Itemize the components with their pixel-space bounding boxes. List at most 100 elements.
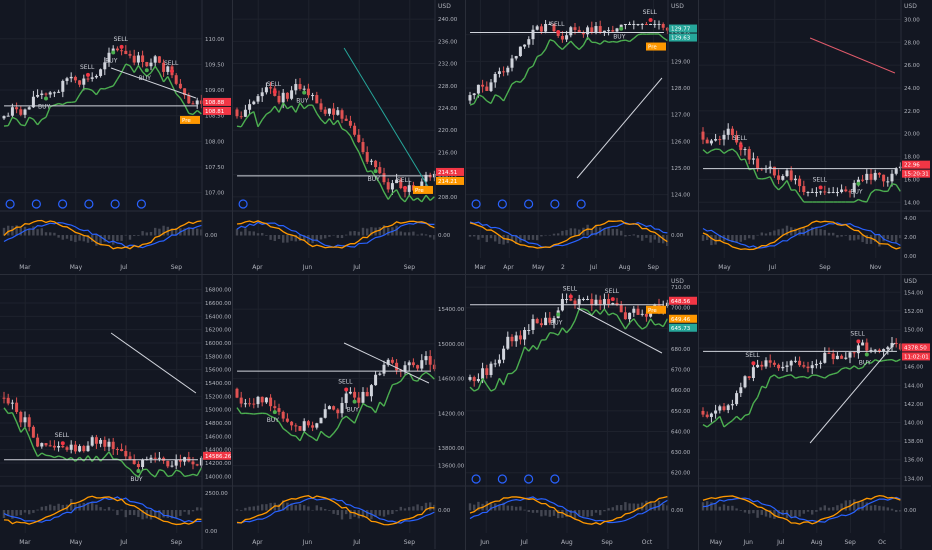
price-tag-label: 648.56 — [671, 299, 691, 305]
candle-body — [548, 24, 552, 25]
trailing-stop — [752, 396, 759, 404]
osc-histogram-bar — [641, 502, 644, 511]
osc-histogram-bar — [252, 231, 255, 236]
candle-body — [61, 80, 65, 92]
candle-body — [726, 405, 730, 411]
signal-dot — [610, 297, 615, 302]
chart-panel-p8[interactable]: SELLSELLBUYUSD154.00152.00150.00148.0014… — [699, 275, 931, 549]
price-tick-label: 107.50 — [205, 165, 225, 171]
price-tick-label: 108.50 — [205, 114, 225, 120]
osc-signal-line — [236, 497, 435, 524]
trailing-stop — [375, 176, 381, 184]
time-tick-label: Jul — [776, 539, 785, 546]
candle-body — [785, 365, 789, 367]
candle-body — [565, 35, 569, 40]
candle-body — [248, 403, 252, 405]
candle-body — [768, 360, 772, 363]
price-tick-label: 14600.00 — [438, 377, 465, 383]
trailing-stop — [196, 467, 203, 476]
osc-histogram-bar — [294, 505, 297, 511]
price-tick-label: 125.00 — [671, 166, 691, 172]
osc-histogram-bar — [861, 501, 864, 511]
osc-histogram-bar — [607, 508, 610, 511]
trailing-stop — [794, 189, 801, 197]
trailing-stop — [150, 65, 156, 74]
candle-body — [432, 173, 436, 178]
pattern-marker — [238, 199, 248, 209]
osc-histogram-bar — [235, 509, 239, 511]
time-tick-label: Sep — [648, 264, 660, 271]
time-tick-label: Nov — [870, 264, 882, 271]
sell-signal-label: SELL — [55, 432, 70, 439]
trailing-stop — [353, 412, 360, 424]
price-tick-label: 640.00 — [671, 429, 691, 435]
chart-panel-p6[interactable]: SELL BUY BUY 15400.00 15000.00 14600.00 14200.… — [233, 275, 465, 549]
osc-histogram-bar — [175, 227, 178, 236]
trailing-stop — [731, 415, 738, 421]
price-tick-label: 620.00 — [671, 471, 691, 477]
chart-panel-p7[interactable]: SELLSELLBUYUSD710.00700.00690.00680.0067… — [466, 275, 698, 549]
osc-histogram-bar — [340, 235, 344, 239]
osc-histogram-bar — [2, 227, 6, 236]
buy-signal-label: BUY — [347, 407, 360, 414]
osc-histogram-bar — [166, 510, 169, 518]
candle-body — [65, 78, 69, 81]
trailing-stop — [528, 344, 534, 352]
chart-panel-p4[interactable]: SELL SELL BUY USD 30.00 28.00 26.00 24.00 22.00 2… — [699, 0, 931, 274]
osc-histogram-bar — [489, 503, 493, 511]
trailing-stop — [249, 412, 254, 415]
trailing-stop — [91, 455, 97, 462]
osc-histogram-bar — [128, 235, 132, 240]
trailing-stop — [163, 75, 169, 83]
candle-body — [739, 387, 743, 394]
price-tag — [669, 296, 697, 305]
trailing-stop — [870, 359, 876, 364]
chart-panel-p1[interactable]: SELL SELL BUY SELL BUY BUY 110.00 109.50 109.00 1… — [0, 0, 232, 274]
osc-histogram-bar — [710, 235, 713, 246]
trailing-stop — [473, 388, 479, 392]
trailing-stop — [133, 65, 140, 73]
trailing-stop — [58, 455, 63, 458]
trailing-stop — [167, 76, 173, 86]
price-tick-label: 16200.00 — [205, 328, 232, 334]
trailing-stop — [595, 41, 601, 45]
price-tag-label: 649.46 — [671, 317, 691, 323]
trailing-stop — [624, 322, 631, 330]
trailing-stop — [645, 318, 652, 328]
price-tag — [669, 33, 697, 42]
trailing-stop — [291, 434, 296, 437]
candle-body — [199, 457, 203, 466]
osc-histogram-bar — [307, 506, 310, 511]
trailing-stop — [658, 323, 664, 328]
trailing-stop — [159, 468, 164, 472]
osc-histogram-bar — [890, 508, 894, 511]
trailing-stop — [820, 375, 826, 379]
candle-body — [552, 318, 556, 323]
chart-panel-p3[interactable]: SELLBUYSELLUSD130.00129.00128.00127.0012… — [466, 0, 698, 274]
osc-histogram-bar — [19, 510, 22, 516]
candle-body — [768, 166, 772, 169]
trailing-stop — [658, 33, 664, 39]
trailing-stop — [278, 102, 284, 113]
price-tag — [203, 97, 231, 106]
chart-panel-p5[interactable]: SELL BUY 16800.00 16600.00 16400.00 16200.00 1… — [0, 275, 232, 549]
candle-body — [472, 93, 476, 96]
buy-signal-label: BUY — [38, 104, 51, 111]
signal-dot — [648, 18, 653, 22]
trailing-stop — [175, 469, 181, 473]
candle-body — [111, 441, 115, 450]
candle-body — [701, 131, 705, 140]
candle-body — [619, 305, 623, 313]
trailing-stop — [142, 71, 148, 77]
trailing-stop — [49, 455, 55, 459]
trailing-stop — [633, 318, 639, 326]
trailing-stop — [736, 415, 742, 421]
price-tick-label: 16600.00 — [205, 301, 232, 307]
candle-body — [890, 342, 894, 348]
candle-body — [69, 76, 73, 79]
osc-tick-label: 0.00 — [904, 254, 917, 260]
osc-histogram-bar — [429, 502, 432, 511]
sell-signal-label: SELL — [605, 288, 620, 295]
chart-panel-p2[interactable]: SELL BUY BUY SELL USD 240.00 236.00 232.00 228.0… — [233, 0, 465, 274]
